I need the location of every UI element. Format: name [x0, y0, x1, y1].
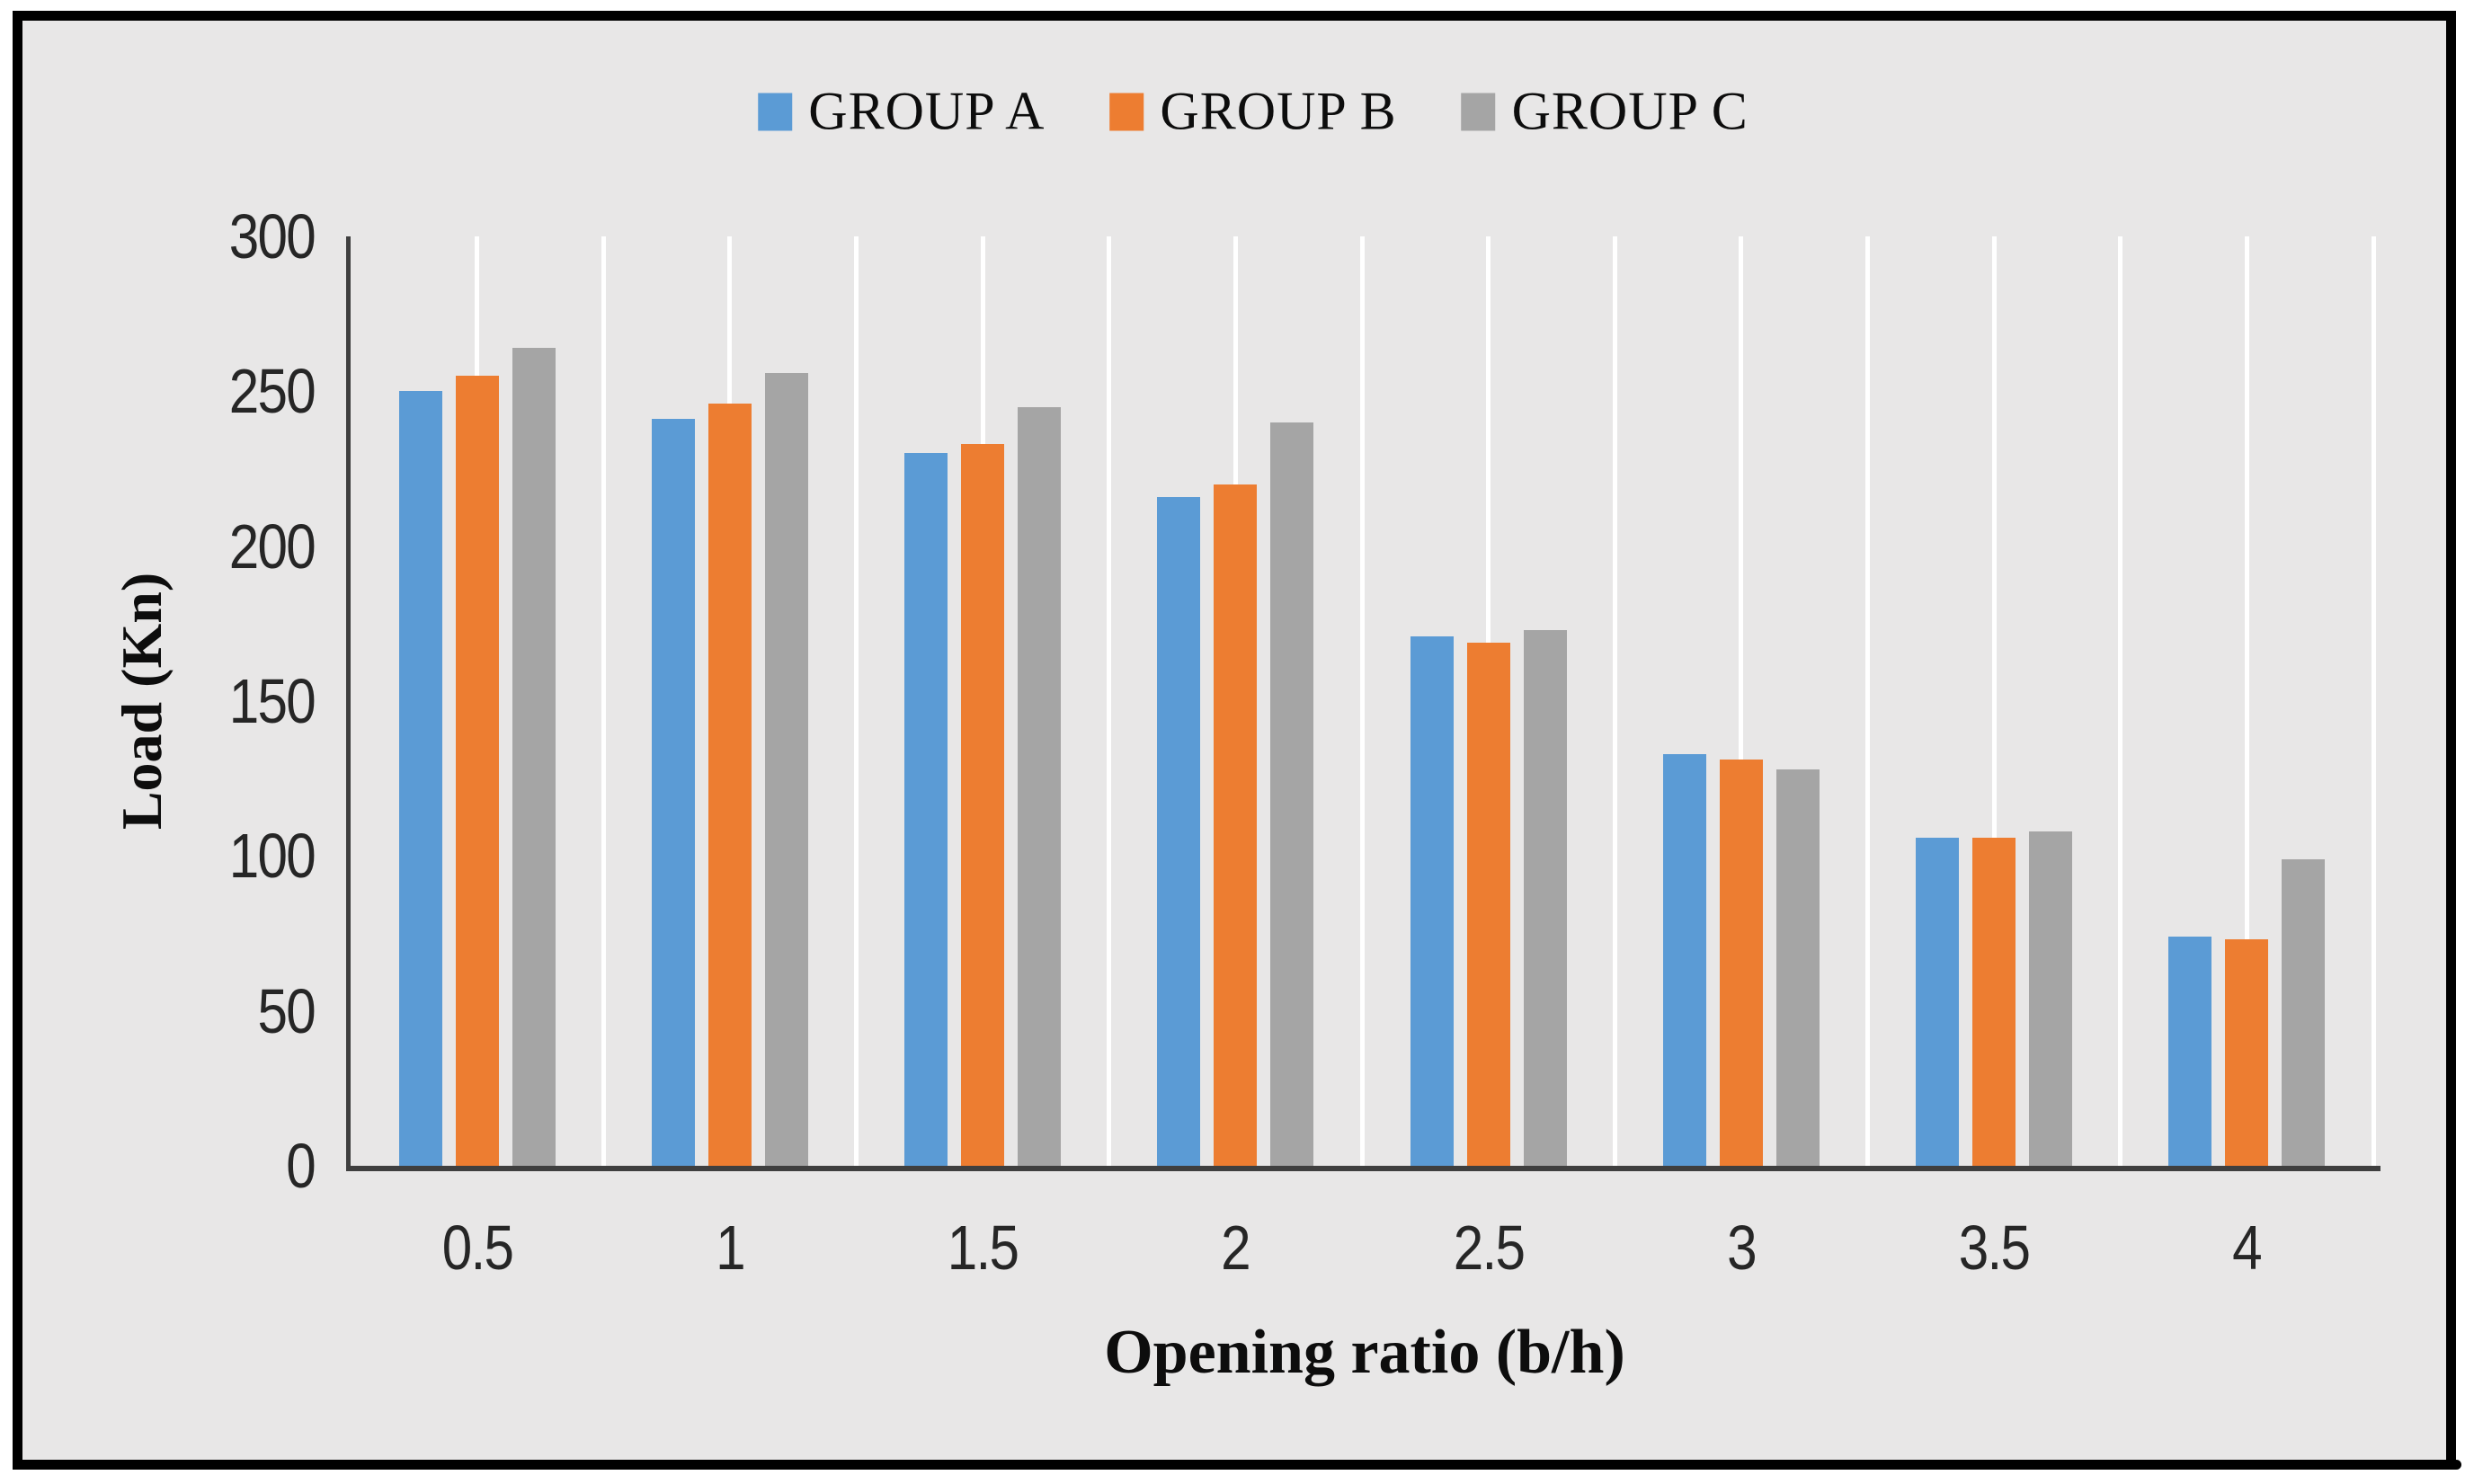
- stray-period-dot: [2452, 1460, 2461, 1470]
- gridline: [1359, 236, 1365, 1166]
- bar-group-c-4: [2282, 858, 2326, 1166]
- bar-group-b-1: [707, 404, 752, 1166]
- gridline: [1739, 236, 1744, 1166]
- y-tick-label-200: 200: [228, 511, 316, 582]
- bar-group-b-2.5: [1466, 642, 1510, 1166]
- bar-group-a-1.5: [904, 453, 948, 1166]
- legend-item-group-c: GROUP C: [1461, 81, 1749, 143]
- legend-label-group-a: GROUP A: [808, 81, 1046, 141]
- bar-group-a-3: [1662, 753, 1706, 1166]
- x-axis-title: Opening ratio (b/h): [1104, 1318, 1625, 1387]
- legend-item-group-b: GROUP B: [1109, 81, 1396, 143]
- bar-group-a-2: [1157, 496, 1201, 1166]
- gridline: [1612, 236, 1617, 1166]
- gridline: [2244, 236, 2249, 1166]
- x-axis-line: [346, 1166, 2380, 1171]
- bar-group-c-2: [1270, 422, 1314, 1166]
- bar-group-a-0.5: [398, 391, 442, 1166]
- bar-group-c-1.5: [1018, 406, 1062, 1166]
- bar-group-c-3.5: [2029, 831, 2073, 1166]
- x-tick-label-4: 4: [2232, 1213, 2262, 1283]
- bar-group-c-2.5: [1523, 629, 1567, 1166]
- x-tick-label-3.5: 3.5: [1958, 1213, 2031, 1283]
- bar-group-c-0.5: [512, 348, 556, 1166]
- y-tick-label-300: 300: [228, 201, 316, 271]
- gridline: [1107, 236, 1112, 1166]
- y-tick-label-250: 250: [228, 356, 316, 427]
- gridline: [1991, 236, 1997, 1166]
- bar-group-c-3: [1775, 769, 1820, 1166]
- legend: GROUP A GROUP B GROUP C: [758, 81, 1749, 143]
- legend-swatch-group-c: [1461, 93, 1496, 130]
- x-tick-label-0.5: 0.5: [441, 1213, 513, 1283]
- gridline: [1865, 236, 1870, 1166]
- bar-group-a-2.5: [1410, 635, 1454, 1166]
- bar-group-c-1: [764, 372, 808, 1166]
- bar-group-b-3.5: [1972, 837, 2016, 1166]
- x-tick-label-3: 3: [1726, 1213, 1757, 1283]
- bar-group-b-0.5: [455, 376, 499, 1166]
- bar-group-a-3.5: [1916, 837, 1960, 1166]
- legend-swatch-group-b: [1109, 93, 1144, 130]
- y-tick-label-0: 0: [286, 1131, 316, 1201]
- x-tick-label-2.5: 2.5: [1453, 1213, 1525, 1283]
- bar-group-b-1.5: [961, 443, 1005, 1166]
- y-axis-line: [346, 236, 351, 1171]
- gridline: [601, 236, 606, 1166]
- gridline: [2118, 236, 2123, 1166]
- x-tick-label-2: 2: [1221, 1213, 1250, 1283]
- legend-item-group-a: GROUP A: [758, 81, 1045, 143]
- legend-label-group-b: GROUP B: [1160, 81, 1397, 141]
- gridline: [854, 236, 859, 1166]
- y-tick-label-100: 100: [228, 821, 316, 892]
- bar-group-b-3: [1719, 760, 1763, 1166]
- bar-group-a-1: [651, 419, 695, 1166]
- legend-label-group-c: GROUP C: [1511, 81, 1749, 141]
- y-tick-label-50: 50: [257, 975, 316, 1046]
- legend-swatch-group-a: [758, 93, 793, 130]
- x-tick-label-1.5: 1.5: [947, 1213, 1019, 1283]
- bar-group-a-4: [2168, 936, 2212, 1166]
- bar-group-b-4: [2225, 939, 2269, 1166]
- bar-group-b-2: [1214, 484, 1258, 1166]
- y-axis-title: Load (Kn): [110, 572, 174, 831]
- gridline: [2371, 236, 2376, 1166]
- y-tick-label-150: 150: [228, 666, 316, 736]
- x-tick-label-1: 1: [715, 1213, 745, 1283]
